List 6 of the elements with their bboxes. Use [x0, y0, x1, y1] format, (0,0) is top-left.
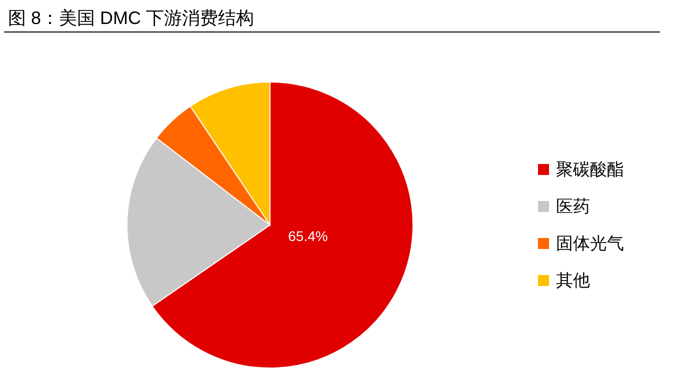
data-label: 65.4% [288, 228, 328, 244]
legend-label: 其他 [556, 271, 590, 290]
legend-label: 聚碳酸酯 [556, 160, 624, 179]
legend-label: 固体光气 [556, 234, 624, 253]
chart-title: 图 8：美国 DMC 下游消费结构 [8, 8, 254, 28]
legend-label: 医药 [556, 197, 590, 216]
